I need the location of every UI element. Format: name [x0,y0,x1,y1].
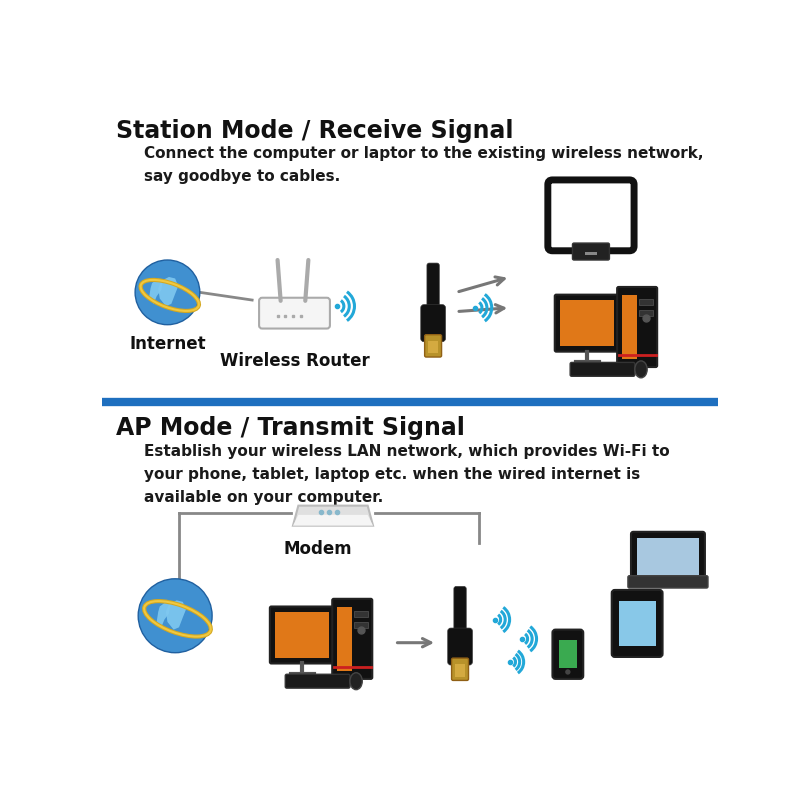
Bar [638,310,653,316]
Circle shape [135,260,200,325]
Polygon shape [149,278,163,304]
Circle shape [565,670,570,674]
Polygon shape [158,277,178,306]
Bar [560,300,614,346]
Polygon shape [157,602,170,627]
Ellipse shape [350,673,362,690]
Bar [638,299,653,306]
FancyBboxPatch shape [570,362,635,376]
Bar [618,601,656,646]
Text: AP Mode / Transmit Signal: AP Mode / Transmit Signal [116,415,465,439]
FancyBboxPatch shape [448,628,472,665]
FancyBboxPatch shape [554,294,619,352]
Bar [354,611,368,618]
FancyBboxPatch shape [332,599,372,679]
Bar [354,622,368,628]
FancyBboxPatch shape [454,586,466,638]
Text: Internet: Internet [129,334,206,353]
Text: Modem: Modem [283,539,352,558]
FancyBboxPatch shape [270,606,334,663]
Polygon shape [166,600,186,630]
Ellipse shape [635,361,647,378]
FancyBboxPatch shape [628,576,708,588]
FancyBboxPatch shape [548,180,634,250]
Bar [337,606,352,671]
FancyBboxPatch shape [425,334,442,357]
FancyBboxPatch shape [573,243,610,260]
Bar [455,664,465,677]
Bar [429,341,438,353]
FancyBboxPatch shape [617,287,657,367]
FancyBboxPatch shape [259,298,330,329]
Text: Connect the computer or laptor to the existing wireless network,
say goodbye to : Connect the computer or laptor to the ex… [144,146,704,184]
Text: Wireless Router: Wireless Router [220,353,370,370]
Text: Station Mode / Receive Signal: Station Mode / Receive Signal [116,119,514,143]
Text: Establish your wireless LAN network, which provides Wi-Fi to
your phone, tablet,: Establish your wireless LAN network, whi… [144,444,670,505]
FancyBboxPatch shape [631,532,705,581]
Polygon shape [293,515,373,526]
FancyBboxPatch shape [612,590,662,657]
Circle shape [138,578,212,653]
Bar [275,612,329,658]
FancyBboxPatch shape [427,263,439,314]
Bar [637,538,698,575]
FancyBboxPatch shape [421,305,446,342]
FancyBboxPatch shape [553,630,583,679]
FancyBboxPatch shape [286,674,350,688]
Bar [585,251,597,255]
Polygon shape [293,506,373,526]
Bar [622,294,637,359]
Bar [558,640,577,668]
FancyBboxPatch shape [451,658,469,681]
